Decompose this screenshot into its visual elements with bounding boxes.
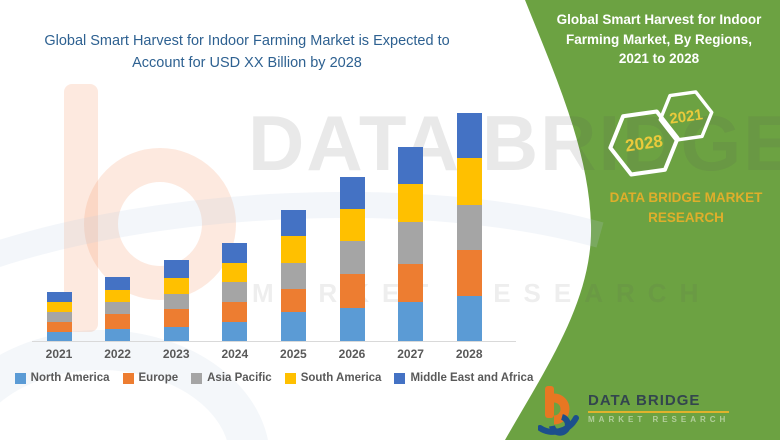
bar-segment (456, 296, 482, 341)
legend-swatch (122, 372, 134, 384)
x-axis-label: 2025 (280, 347, 307, 361)
bar-segment (280, 236, 306, 263)
bar-segment (456, 204, 482, 250)
bar-segment (280, 288, 306, 312)
bar-segment (105, 277, 131, 290)
legend-label: North America (30, 372, 110, 384)
bar-segment (222, 281, 248, 302)
x-axis-label: 2027 (397, 347, 424, 361)
bar-segment (105, 313, 131, 329)
footer-logo-text: DATA BRIDGE MARKET RESEARCH (588, 392, 730, 424)
legend-item: North America (14, 372, 110, 384)
bar-segment (222, 301, 248, 322)
year-hexagons: 2028 2021 (608, 90, 714, 177)
bar-segment (398, 147, 424, 184)
bar-segment (163, 309, 189, 327)
legend-label: Asia Pacific (207, 372, 272, 384)
bar-segment (280, 210, 306, 236)
bar-segment (339, 240, 365, 274)
bar-segment (163, 277, 189, 294)
hexagon-2021-label: 2021 (668, 106, 703, 127)
bar-segment (46, 292, 72, 302)
bar-segment (46, 331, 72, 341)
legend-swatch (394, 372, 406, 384)
bar-segment (339, 274, 365, 308)
bar-segment (339, 307, 365, 341)
legend-item: Asia Pacific (191, 372, 272, 384)
x-axis-line (32, 341, 516, 342)
bar-segment (339, 209, 365, 241)
footer-logo-subtitle: MARKET RESEARCH (588, 415, 730, 424)
bar-segment (398, 183, 424, 222)
x-axis-label: 2026 (338, 347, 366, 361)
bar-segment (163, 326, 189, 341)
bar-segment (163, 294, 189, 309)
bar-segment (456, 158, 482, 205)
legend-swatch (284, 372, 296, 384)
bar-segment (46, 302, 72, 312)
legend-label: Europe (138, 372, 179, 384)
bar-segment (280, 263, 306, 289)
brand-name-gold: DATA BRIDGE MARKET RESEARCH (609, 190, 763, 225)
legend-item: Middle East and Africa (394, 372, 533, 384)
legend-label: South America (300, 372, 382, 384)
bar-segment (456, 250, 482, 296)
footer-logo: DATA BRIDGE MARKET RESEARCH (538, 386, 730, 436)
x-axis-label: 2024 (221, 347, 249, 361)
bar-segment (280, 312, 306, 341)
bar-segment (222, 263, 248, 282)
bar-segment (163, 260, 189, 278)
legend-label: Middle East and Africa (410, 372, 534, 384)
bar-segment (339, 177, 365, 209)
right-panel-title: Global Smart Harvest for Indoor Farming … (556, 12, 762, 67)
x-axis-label: 2023 (162, 347, 190, 361)
legend-item: South America (284, 372, 382, 384)
bar-segment (398, 302, 424, 341)
data-bridge-logo-icon (538, 386, 579, 436)
hexagon-2021: 2021 (658, 90, 714, 142)
bar-segment (222, 243, 248, 263)
bar-segment (105, 289, 131, 302)
bar-segment (105, 328, 131, 341)
bar-segment (46, 312, 72, 322)
bar-segment (105, 302, 131, 314)
legend-swatch (14, 372, 26, 384)
chart-title: Global Smart Harvest for Indoor Farming … (44, 33, 450, 72)
x-axis-label: 2028 (455, 347, 483, 361)
bar-segment (398, 222, 424, 264)
bar-segment (398, 264, 424, 302)
legend-item: Europe (122, 372, 179, 384)
x-axis-label: 2021 (45, 347, 73, 361)
bar-segment (222, 321, 248, 341)
bar-segment (46, 321, 72, 332)
hexagon-2028-label: 2028 (624, 131, 664, 155)
bar-segment (456, 113, 482, 158)
chart-legend: North America Europe Asia Pacific South Ame… (14, 372, 533, 384)
footer-logo-name: DATA BRIDGE (588, 392, 730, 413)
legend-swatch (191, 372, 203, 384)
x-axis-label: 2022 (104, 347, 131, 361)
